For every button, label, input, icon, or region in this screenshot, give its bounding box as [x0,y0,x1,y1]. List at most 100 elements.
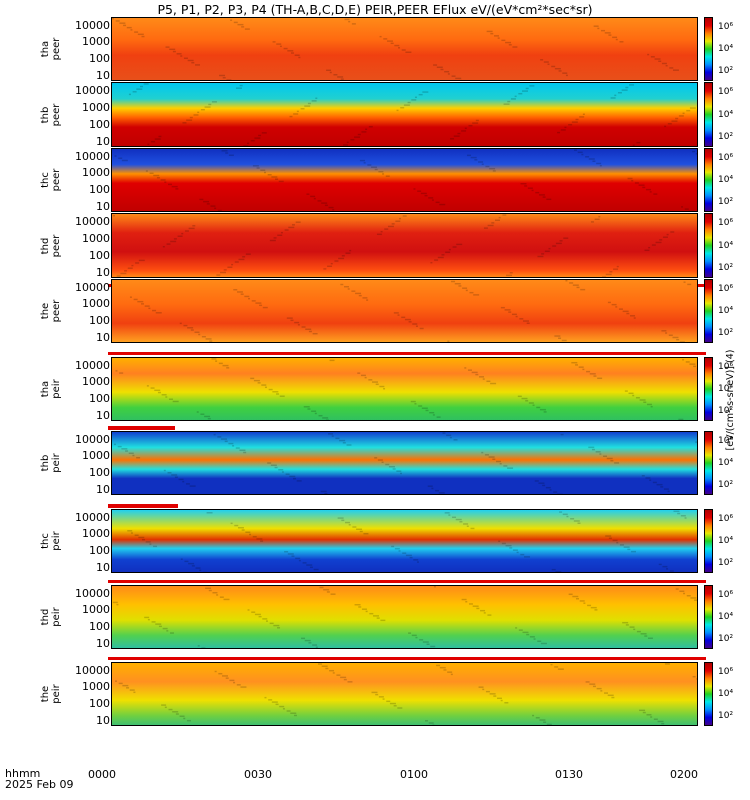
noise-speck [435,489,440,492]
noise-speck [571,361,578,364]
noise-speck [330,262,333,265]
noise-speck [695,441,697,443]
noise-speck [223,598,230,601]
colorbar-tick-label: 10⁶ [718,590,734,600]
noise-speck [346,444,352,446]
noise-speck [141,35,145,38]
noise-speck [437,256,444,259]
noise-speck [580,288,586,291]
noise-speck [650,405,653,408]
noise-speck [609,271,613,273]
y-tick-label: 100 [89,117,110,131]
noise-speck [182,480,185,483]
noise-speck [225,677,229,679]
noise-speck [604,692,609,694]
noise-speck [231,263,234,266]
noise-speck [243,145,249,146]
probe-label: tha [40,40,51,58]
colorbar-tick-label: 10⁴ [718,689,734,699]
noise-speck [500,699,503,702]
noise-speck [253,379,260,382]
noise-speck [123,24,127,27]
noise-speck [405,554,412,557]
noise-speck [440,68,444,71]
noise-speck [206,203,210,205]
noise-speck [509,547,513,549]
noise-speck [382,173,385,175]
noise-speck [466,525,469,527]
y-tick-label: 100 [89,51,110,65]
noise-speck [351,23,356,25]
noise-speck [154,389,161,392]
noise-speck [296,480,302,482]
noise-speck [382,698,385,700]
noise-speck [439,666,446,669]
noise-speck [291,555,295,557]
probe-label: the [40,685,51,703]
noise-speck [675,117,679,120]
noise-speck [156,176,160,179]
colorbar-tick-label: 10⁴ [718,175,734,185]
noise-speck [309,566,313,569]
noise-speck [475,373,479,376]
noise-speck [662,565,668,568]
noise-speck [343,678,347,681]
noise-speck [468,124,473,127]
noise-speck [383,388,386,390]
noise-speck [534,480,539,482]
noise-speck [170,240,177,243]
noise-speck [274,466,278,469]
noise-speck [137,300,144,303]
noise-speck [279,395,285,397]
noise-speck [251,300,256,302]
noise-speck [583,602,586,604]
y-tick-label: 10000 [75,432,110,446]
noise-speck [379,385,385,388]
x-tick-label: 0100 [400,768,428,781]
noise-speck [679,341,685,342]
noise-speck [118,157,123,159]
noise-speck [394,44,400,47]
noise-speck [422,91,429,93]
species-label: peer [51,168,62,192]
noise-speck [129,296,132,298]
noise-speck [161,394,167,396]
noise-speck [542,196,546,198]
noise-speck [672,336,679,339]
noise-speck [273,624,280,627]
noise-speck [528,402,534,404]
noise-speck [592,685,596,688]
noise-speck [178,478,184,481]
spectrogram-texture [114,149,697,211]
noise-speck [221,150,228,152]
noise-speck [267,462,272,464]
noise-speck [439,203,446,206]
y-tick-label: 1000 [82,231,110,245]
noise-speck [517,395,522,398]
noise-speck [611,303,617,306]
noise-speck [257,382,261,384]
noise-speck [235,447,240,449]
y-axis-label: thd peer [40,231,62,261]
noise-speck [270,464,277,467]
noise-speck [646,714,652,716]
noise-speck [430,645,436,648]
noise-speck [504,702,509,704]
noise-speck [418,405,423,407]
noise-speck [425,409,429,412]
noise-speck [359,530,363,533]
noise-speck [121,448,128,450]
y-tick-label: 10 [96,713,110,727]
colorbar-tick-label: 10² [718,197,734,207]
noise-speck [218,672,223,675]
noise-speck [138,536,145,539]
noise-speck [392,468,396,470]
noise-speck [112,18,114,20]
noise-speck [141,303,144,305]
noise-speck [198,333,201,336]
noise-speck [492,170,496,172]
noise-speck [594,609,598,611]
noise-speck [145,541,151,543]
noise-speck [633,317,636,319]
noise-speck [472,605,479,607]
